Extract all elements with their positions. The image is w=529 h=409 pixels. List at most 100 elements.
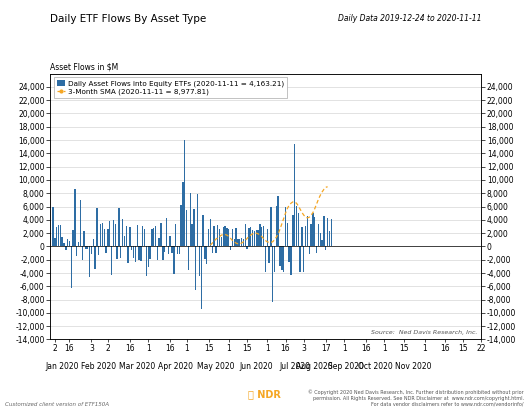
Bar <box>212 246 213 253</box>
Text: Asset Flows in $M: Asset Flows in $M <box>50 63 118 72</box>
Bar <box>171 246 172 253</box>
Bar <box>96 208 98 246</box>
Bar <box>267 229 268 246</box>
Bar <box>157 246 158 260</box>
Bar <box>113 220 114 246</box>
Bar <box>124 236 125 246</box>
Bar <box>234 239 235 246</box>
Bar <box>235 227 237 246</box>
Bar <box>111 246 112 275</box>
Text: Aug 2020: Aug 2020 <box>296 362 333 371</box>
Bar <box>87 246 88 249</box>
Bar <box>223 227 224 246</box>
Bar <box>133 246 134 258</box>
Text: Mar 2020: Mar 2020 <box>119 362 156 371</box>
Bar <box>257 229 259 246</box>
Bar <box>140 246 142 261</box>
Bar <box>272 246 273 302</box>
Bar <box>316 246 317 253</box>
Bar <box>322 240 323 246</box>
Bar <box>98 246 99 255</box>
Bar <box>89 246 90 277</box>
Bar <box>166 218 167 246</box>
Bar <box>224 226 226 246</box>
Bar <box>60 225 61 246</box>
Bar <box>74 189 76 246</box>
Bar <box>81 246 83 260</box>
Bar <box>162 246 163 261</box>
Bar <box>259 224 261 246</box>
Bar <box>65 246 67 250</box>
Text: Apr 2020: Apr 2020 <box>158 362 193 371</box>
Bar <box>213 226 215 246</box>
Bar <box>243 239 244 246</box>
Bar <box>91 246 92 254</box>
Bar <box>210 219 211 246</box>
Bar <box>54 238 56 246</box>
Bar <box>302 227 303 246</box>
Bar <box>129 227 131 246</box>
Bar <box>247 246 248 249</box>
Bar <box>329 231 330 246</box>
Bar <box>131 246 132 250</box>
Bar <box>93 238 94 246</box>
Bar <box>281 246 282 270</box>
Bar <box>320 233 321 246</box>
Bar <box>104 229 105 246</box>
Bar <box>145 246 147 276</box>
Bar <box>76 246 77 256</box>
Bar <box>183 182 184 246</box>
Bar <box>244 224 246 246</box>
Bar <box>56 227 57 246</box>
Bar <box>237 239 239 246</box>
Bar <box>264 246 266 272</box>
Bar <box>250 227 251 246</box>
Bar <box>61 237 63 246</box>
Bar <box>203 215 204 246</box>
Bar <box>149 246 151 259</box>
Bar <box>118 208 120 246</box>
Bar <box>173 246 175 274</box>
Bar <box>312 213 314 246</box>
Text: Oct 2020: Oct 2020 <box>358 362 393 371</box>
Bar <box>107 229 108 246</box>
Legend: Daily Asset Flows into Equity ETFs (2020-11-11 = 4,163.21), 3-Month SMA (2020-11: Daily Asset Flows into Equity ETFs (2020… <box>54 77 287 98</box>
Bar <box>188 246 189 270</box>
Bar <box>84 231 85 246</box>
Bar <box>294 144 295 246</box>
Bar <box>288 246 290 262</box>
Bar <box>252 230 253 246</box>
Bar <box>232 229 233 246</box>
Bar <box>186 210 187 246</box>
Text: Feb 2020: Feb 2020 <box>81 362 116 371</box>
Bar <box>303 246 305 272</box>
Bar <box>204 246 206 259</box>
Bar <box>168 246 169 254</box>
Bar <box>67 239 68 246</box>
Text: Jul 2020: Jul 2020 <box>279 362 310 371</box>
Bar <box>80 200 81 246</box>
Text: Nov 2020: Nov 2020 <box>395 362 432 371</box>
Bar <box>307 216 308 246</box>
Bar <box>308 246 310 254</box>
Text: Sep 2020: Sep 2020 <box>328 362 364 371</box>
Text: Customized client version of ETF150A: Customized client version of ETF150A <box>5 402 110 407</box>
Bar <box>287 223 288 246</box>
Bar <box>159 238 160 246</box>
Bar <box>142 226 143 246</box>
Bar <box>164 246 166 252</box>
Bar <box>120 246 122 258</box>
Bar <box>151 229 152 246</box>
Bar <box>219 229 220 246</box>
Bar <box>116 246 118 259</box>
Bar <box>135 246 136 262</box>
Bar <box>78 242 79 246</box>
Bar <box>226 228 227 246</box>
Bar <box>63 243 65 246</box>
Bar <box>127 246 129 263</box>
Bar <box>274 246 275 272</box>
Bar <box>276 206 277 246</box>
Bar <box>177 246 178 254</box>
Bar <box>311 224 312 246</box>
Bar <box>52 207 53 246</box>
